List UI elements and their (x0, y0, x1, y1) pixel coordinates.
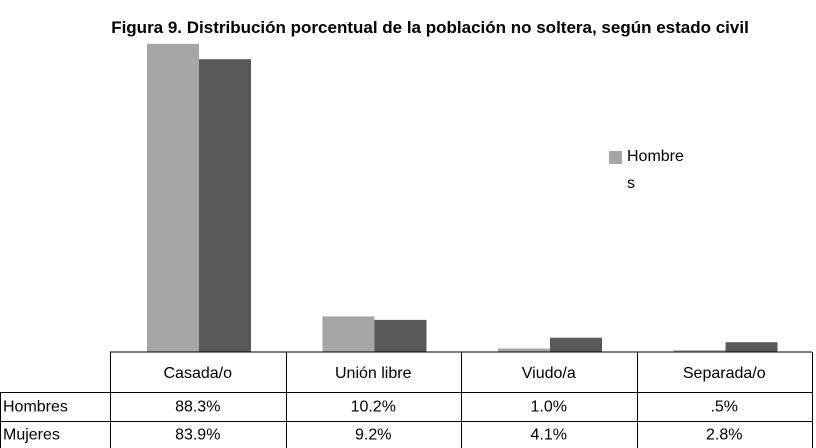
x-tick-label: Unión libre (335, 365, 412, 382)
table-row-label: Mujeres (3, 427, 60, 444)
x-tick-label: Casada/o (164, 365, 233, 382)
data-label: 4.1% (531, 427, 567, 444)
bar (199, 59, 251, 353)
bar (673, 350, 726, 352)
bar (374, 319, 427, 352)
bar (322, 316, 375, 352)
data-label: 83.9% (175, 427, 220, 444)
legend-label: Hombres (627, 148, 684, 192)
data-label: 2.8% (706, 427, 742, 444)
bar (498, 348, 550, 352)
x-tick-label: Separada/o (683, 365, 766, 382)
data-label: 1.0% (531, 399, 567, 416)
data-label: .5% (710, 399, 738, 416)
bar (725, 342, 778, 352)
legend-swatch (609, 151, 622, 164)
bar (550, 337, 602, 352)
data-label: 10.2% (351, 399, 396, 416)
table-row-label: Hombres (3, 399, 68, 416)
bar (147, 43, 199, 352)
chart-title: Figura 9. Distribución porcentual de la … (111, 18, 749, 37)
x-tick-label: Viudo/a (522, 365, 576, 382)
data-label: 9.2% (355, 427, 391, 444)
data-label: 88.3% (175, 399, 220, 416)
